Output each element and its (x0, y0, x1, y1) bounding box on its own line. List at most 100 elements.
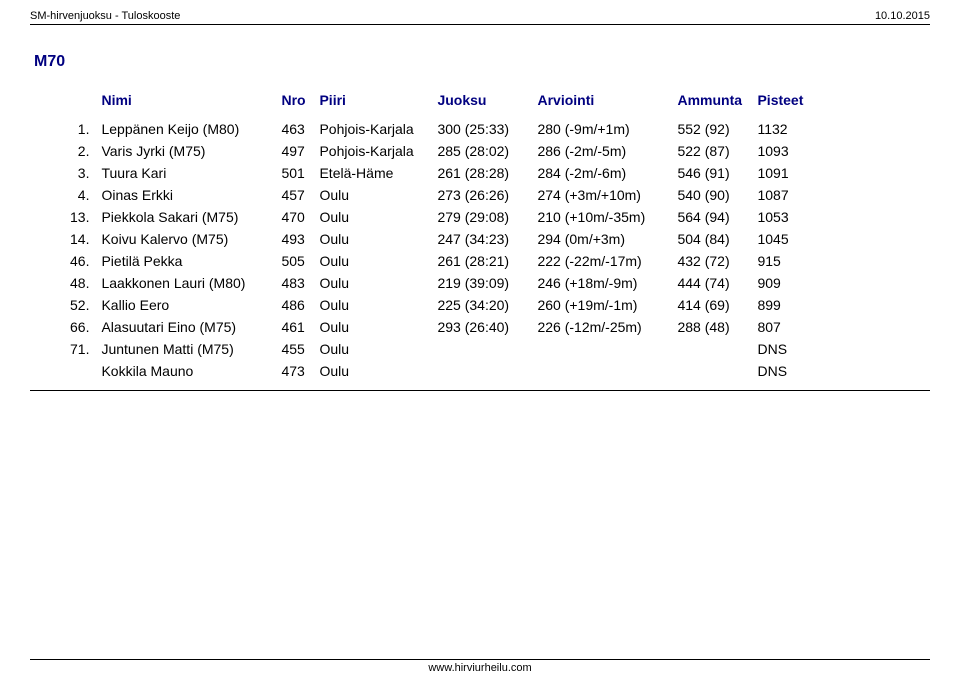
cell-name: Laakkonen Lauri (M80) (95, 272, 275, 294)
cell-ammunta: 444 (74) (671, 272, 751, 294)
cell-rank: 52. (64, 294, 95, 316)
col-piiri: Piiri (313, 89, 431, 118)
cell-ammunta: 552 (92) (671, 118, 751, 140)
table-row: 4.Oinas Erkki457Oulu273 (26:26)274 (+3m/… (64, 184, 809, 206)
cell-nro: 483 (275, 272, 313, 294)
cell-nro: 473 (275, 360, 313, 382)
cell-piiri: Oulu (313, 184, 431, 206)
table-row: 48.Laakkonen Lauri (M80)483Oulu219 (39:0… (64, 272, 809, 294)
header-right: 10.10.2015 (875, 10, 930, 22)
table-row: 3.Tuura Kari501Etelä-Häme261 (28:28)284 … (64, 162, 809, 184)
cell-rank (64, 360, 95, 382)
cell-rank: 13. (64, 206, 95, 228)
col-arviointi: Arviointi (531, 89, 671, 118)
table-row: 66.Alasuutari Eino (M75)461Oulu293 (26:4… (64, 316, 809, 338)
cell-pisteet: 1093 (751, 140, 809, 162)
col-juoksu: Juoksu (431, 89, 531, 118)
header-left: SM-hirvenjuoksu - Tuloskooste (30, 10, 180, 22)
cell-nro: 493 (275, 228, 313, 250)
cell-piiri: Oulu (313, 338, 431, 360)
category-title: M70 (34, 53, 930, 71)
cell-ammunta: 546 (91) (671, 162, 751, 184)
cell-pisteet: 1087 (751, 184, 809, 206)
cell-ammunta: 414 (69) (671, 294, 751, 316)
cell-juoksu: 285 (28:02) (431, 140, 531, 162)
cell-piiri: Pohjois-Karjala (313, 118, 431, 140)
cell-pisteet: 1053 (751, 206, 809, 228)
cell-nro: 505 (275, 250, 313, 272)
cell-pisteet: 915 (751, 250, 809, 272)
cell-arviointi (531, 360, 671, 382)
cell-rank: 14. (64, 228, 95, 250)
cell-ammunta (671, 360, 751, 382)
cell-nro: 501 (275, 162, 313, 184)
table-separator (30, 390, 930, 391)
cell-name: Oinas Erkki (95, 184, 275, 206)
cell-rank: 66. (64, 316, 95, 338)
cell-piiri: Etelä-Häme (313, 162, 431, 184)
cell-nro: 486 (275, 294, 313, 316)
cell-arviointi: 222 (-22m/-17m) (531, 250, 671, 272)
cell-name: Varis Jyrki (M75) (95, 140, 275, 162)
cell-juoksu: 219 (39:09) (431, 272, 531, 294)
cell-pisteet: 909 (751, 272, 809, 294)
cell-piiri: Oulu (313, 316, 431, 338)
table-row: 14.Koivu Kalervo (M75)493Oulu247 (34:23)… (64, 228, 809, 250)
col-ammunta: Ammunta (671, 89, 751, 118)
cell-piiri: Oulu (313, 228, 431, 250)
cell-rank: 71. (64, 338, 95, 360)
table-row: 13.Piekkola Sakari (M75)470Oulu279 (29:0… (64, 206, 809, 228)
cell-juoksu: 300 (25:33) (431, 118, 531, 140)
cell-ammunta: 432 (72) (671, 250, 751, 272)
cell-name: Kokkila Mauno (95, 360, 275, 382)
cell-ammunta: 288 (48) (671, 316, 751, 338)
col-name: Nimi (95, 89, 275, 118)
cell-arviointi: 294 (0m/+3m) (531, 228, 671, 250)
cell-arviointi: 284 (-2m/-6m) (531, 162, 671, 184)
cell-pisteet: 899 (751, 294, 809, 316)
cell-nro: 461 (275, 316, 313, 338)
col-pisteet: Pisteet (751, 89, 809, 118)
table-header-row: Nimi Nro Piiri Juoksu Arviointi Ammunta … (64, 89, 809, 118)
cell-juoksu: 293 (26:40) (431, 316, 531, 338)
cell-arviointi: 260 (+19m/-1m) (531, 294, 671, 316)
cell-nro: 455 (275, 338, 313, 360)
cell-pisteet: DNS (751, 338, 809, 360)
cell-name: Juntunen Matti (M75) (95, 338, 275, 360)
cell-nro: 457 (275, 184, 313, 206)
table-row: 52.Kallio Eero486Oulu225 (34:20)260 (+19… (64, 294, 809, 316)
page-header: SM-hirvenjuoksu - Tuloskooste 10.10.2015 (30, 10, 930, 25)
cell-pisteet: 1132 (751, 118, 809, 140)
cell-ammunta: 522 (87) (671, 140, 751, 162)
cell-nro: 470 (275, 206, 313, 228)
cell-name: Leppänen Keijo (M80) (95, 118, 275, 140)
cell-rank: 4. (64, 184, 95, 206)
cell-ammunta: 564 (94) (671, 206, 751, 228)
cell-nro: 497 (275, 140, 313, 162)
cell-piiri: Oulu (313, 294, 431, 316)
cell-ammunta: 540 (90) (671, 184, 751, 206)
cell-juoksu: 261 (28:28) (431, 162, 531, 184)
cell-piiri: Oulu (313, 272, 431, 294)
cell-piiri: Pohjois-Karjala (313, 140, 431, 162)
cell-name: Koivu Kalervo (M75) (95, 228, 275, 250)
table-row: Kokkila Mauno473OuluDNS (64, 360, 809, 382)
cell-name: Tuura Kari (95, 162, 275, 184)
cell-name: Piekkola Sakari (M75) (95, 206, 275, 228)
cell-juoksu (431, 338, 531, 360)
cell-piiri: Oulu (313, 206, 431, 228)
results-table: Nimi Nro Piiri Juoksu Arviointi Ammunta … (64, 89, 809, 382)
cell-pisteet: 1091 (751, 162, 809, 184)
cell-name: Pietilä Pekka (95, 250, 275, 272)
cell-rank: 2. (64, 140, 95, 162)
cell-juoksu: 279 (29:08) (431, 206, 531, 228)
cell-name: Alasuutari Eino (M75) (95, 316, 275, 338)
col-nro: Nro (275, 89, 313, 118)
cell-piiri: Oulu (313, 360, 431, 382)
table-row: 71.Juntunen Matti (M75)455Oulu DNS (64, 338, 809, 360)
table-row: 1.Leppänen Keijo (M80)463Pohjois-Karjala… (64, 118, 809, 140)
cell-juoksu: 273 (26:26) (431, 184, 531, 206)
cell-arviointi: 226 (-12m/-25m) (531, 316, 671, 338)
cell-juoksu: 225 (34:20) (431, 294, 531, 316)
cell-juoksu (431, 360, 531, 382)
